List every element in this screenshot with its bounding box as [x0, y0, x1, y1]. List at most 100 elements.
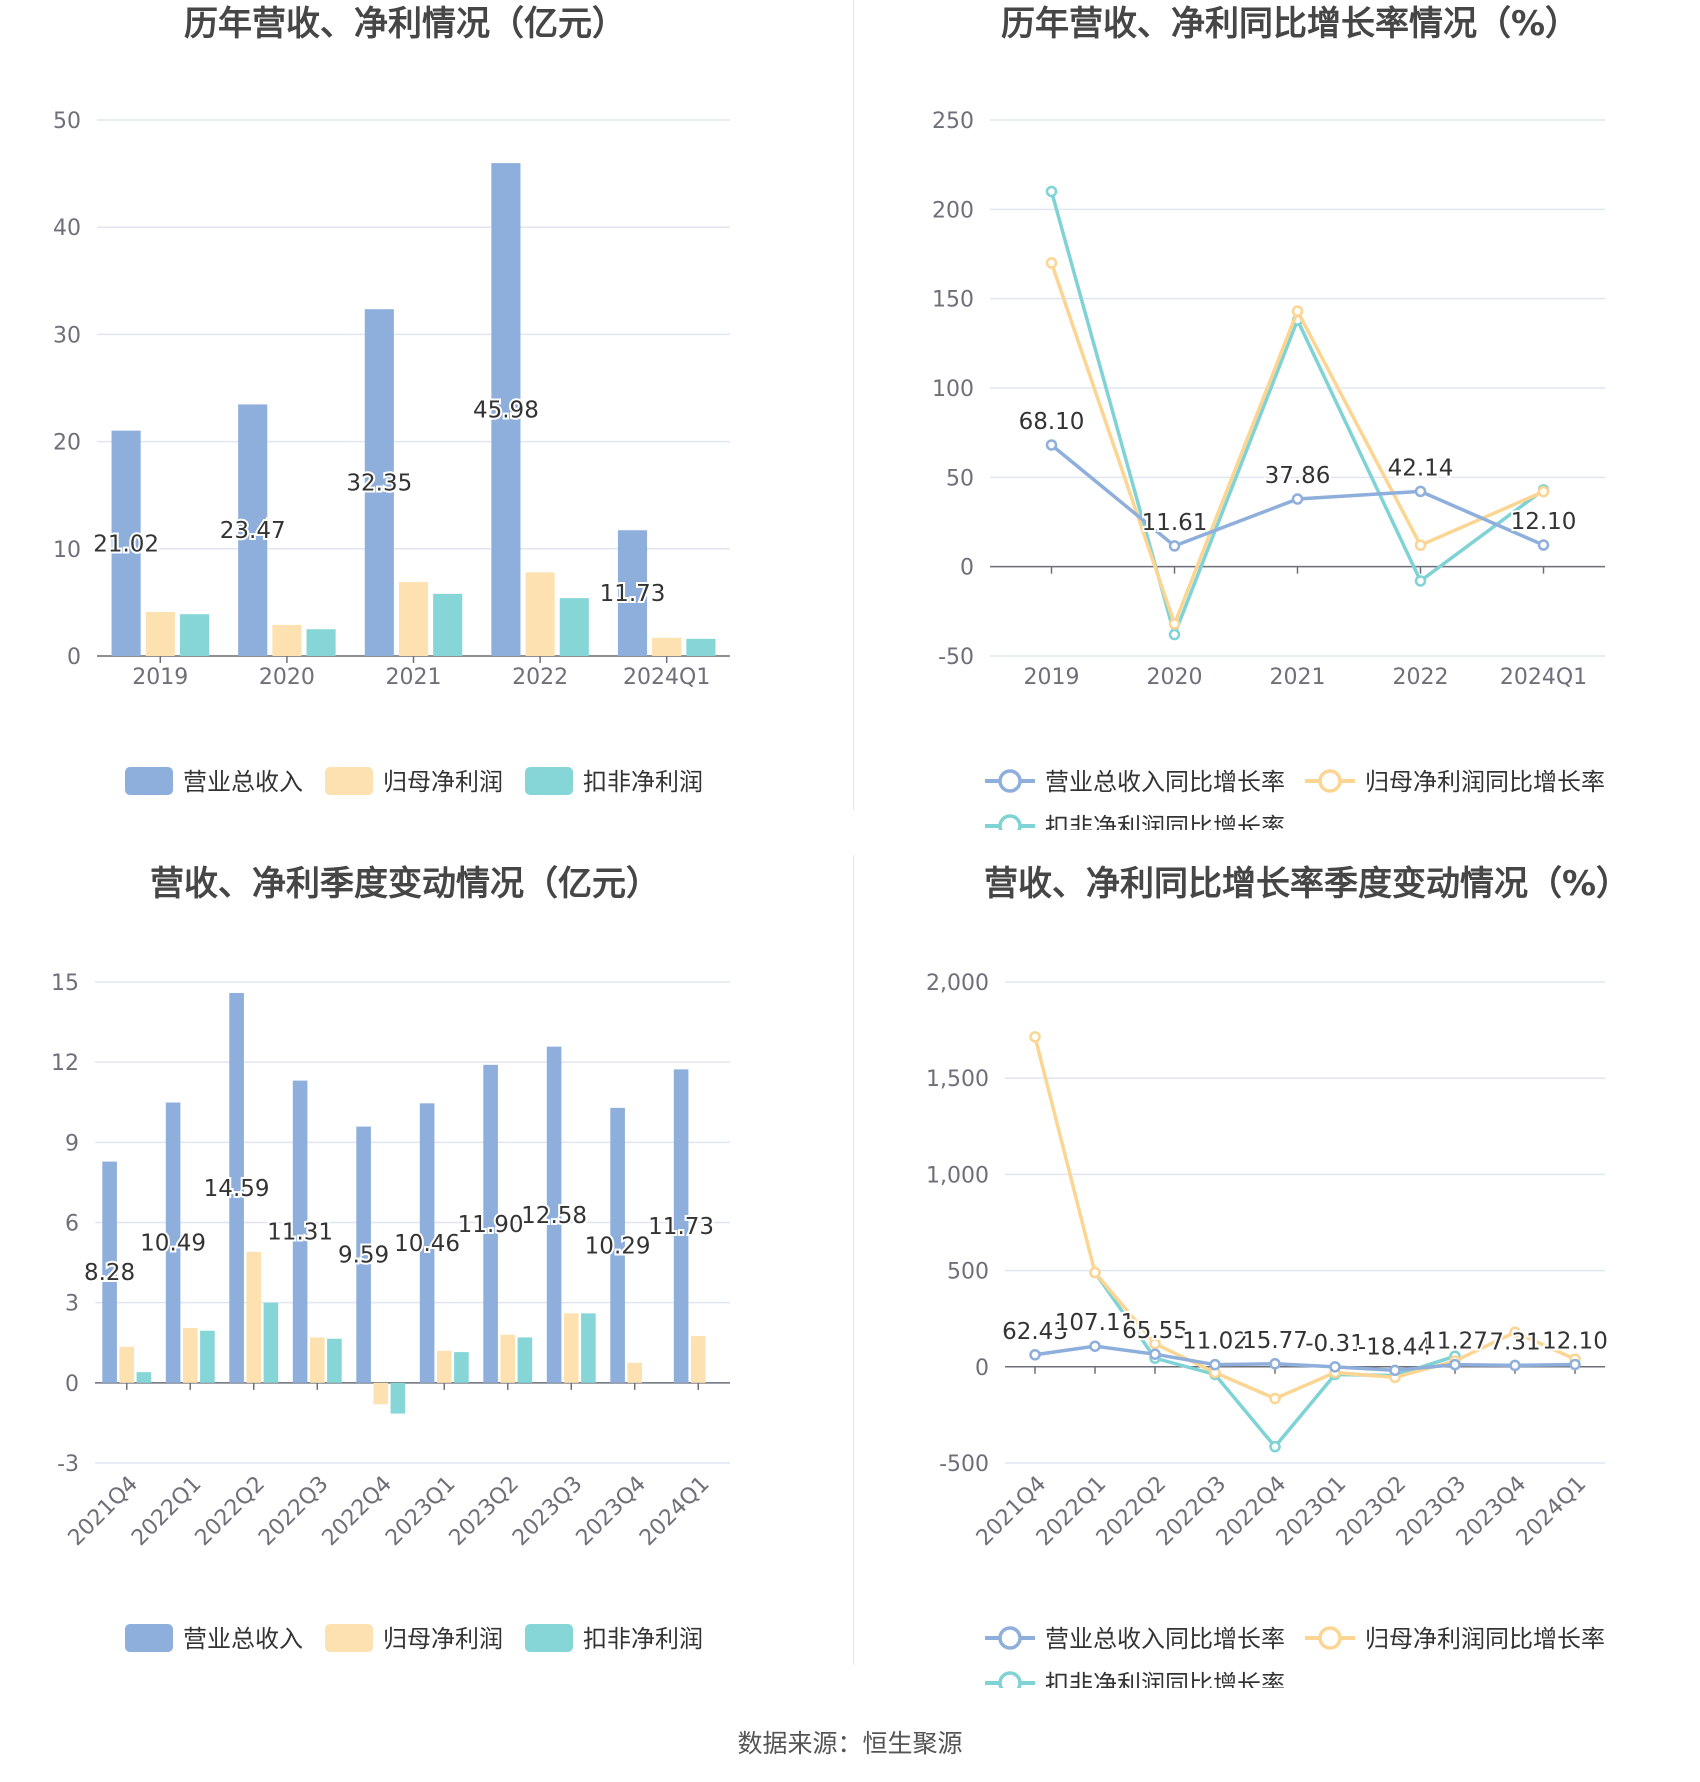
y-tick-label: 100 [932, 377, 974, 402]
bar-net-profit [373, 1382, 389, 1405]
data-point-revenue-growth [1389, 1364, 1401, 1377]
chart-title: 营收、净利季度变动情况（亿元） [150, 864, 660, 904]
legend-label: 营业总收入同比增长率 [1045, 768, 1285, 796]
data-point-net-profit-growth [1414, 539, 1427, 551]
bar-deducted-profit [306, 629, 336, 656]
bar-revenue [673, 1069, 689, 1383]
line-data-label: 11.02 [1182, 1329, 1248, 1355]
y-tick-label: -3 [57, 1452, 79, 1477]
x-tick-label: 2023Q4 [572, 1472, 651, 1551]
data-point-revenue-growth [1414, 485, 1427, 498]
x-tick-label: 2024Q1 [623, 665, 710, 690]
legend-marker [998, 1671, 1022, 1688]
y-tick-label: 50 [53, 109, 81, 134]
y-tick-label: 150 [932, 288, 974, 313]
bar-revenue [610, 1107, 625, 1383]
bar-revenue [491, 163, 521, 656]
bar-data-label: 12.58 [521, 1203, 587, 1229]
x-tick-label: 2022 [512, 665, 568, 690]
x-tick-label: 2020 [259, 665, 315, 690]
y-tick-label: 30 [53, 323, 81, 348]
legend-label: 扣非净利润同比增长率 [1045, 813, 1285, 830]
bar-data-label: 11.90 [458, 1212, 524, 1238]
x-tick-label: 2023Q1 [381, 1472, 460, 1551]
series-line-revenue-growth [1034, 1344, 1576, 1373]
line-data-label: 62.43 [1002, 1319, 1068, 1345]
bar-data-label: 14.59 [204, 1176, 270, 1202]
line-data-label: 15.77 [1242, 1328, 1308, 1354]
chart-title: 营收、净利同比增长率季度变动情况（%） [984, 864, 1630, 904]
line-data-label: 12.10 [1542, 1328, 1608, 1354]
line-data-label: 11.27 [1422, 1329, 1488, 1355]
y-tick-label: 500 [947, 1260, 989, 1285]
legend-label: 归母净利润 [383, 1625, 503, 1653]
legend-swatch-net-profit [325, 1624, 373, 1652]
bar-data-label: 11.31 [267, 1220, 333, 1246]
bar-deducted-profit [327, 1338, 342, 1383]
bar-data-label: 11.73 [648, 1214, 714, 1240]
bar-data-label: 10.49 [140, 1231, 206, 1257]
y-tick-label: 15 [51, 971, 79, 996]
legend-marker [998, 769, 1022, 793]
bar-revenue [483, 1064, 498, 1383]
y-tick-label: 9 [65, 1131, 79, 1156]
y-tick-label: 200 [932, 198, 974, 223]
legend-label: 营业总收入同比增长率 [1045, 1625, 1285, 1653]
legend-label: 归母净利润同比增长率 [1365, 1625, 1605, 1653]
bar-revenue [364, 309, 394, 656]
x-tick-label: 2023Q3 [508, 1472, 587, 1551]
x-tick-label: 2022 [1393, 665, 1449, 690]
legend-label: 扣非净利润 [583, 1625, 703, 1653]
x-tick-label: 2021 [386, 665, 442, 690]
bar-deducted-profit [433, 593, 463, 656]
bar-net-profit [436, 1350, 452, 1383]
bar-data-label: 9.59 [338, 1243, 389, 1269]
bar-net-profit [309, 1337, 325, 1383]
annual-revenue-profit-chart: 历年营收、净利情况（亿元） 0 10 20 30 40 50 2019 2020 2021 2022… [53, 4, 730, 796]
legend-marker [1318, 769, 1342, 793]
y-tick-label: 2,000 [926, 971, 989, 996]
y-tick-label: -50 [938, 645, 974, 670]
bar-deducted-profit [517, 1337, 533, 1383]
quarterly-growth-rate-chart: 营收、净利同比增长率季度变动情况（%） -500 0 500 1,000 1,500 2,0… [926, 864, 1630, 1688]
y-tick-label: 10 [53, 538, 81, 563]
legend-swatch-net-profit [325, 767, 373, 795]
quarterly-revenue-profit-chart: 营收、净利季度变动情况（亿元）-3036912152021Q42022Q1202… [51, 864, 730, 1653]
x-tick-label: 2020 [1147, 665, 1203, 690]
bar-data-label: 11.73 [600, 581, 666, 607]
legend-label: 归母净利润 [383, 768, 503, 796]
line-data-label: 11.61 [1142, 510, 1208, 536]
data-point-net-profit-growth [1149, 1337, 1161, 1350]
data-point-net-profit-growth [1045, 257, 1058, 269]
bar-net-profit [563, 1313, 579, 1383]
x-tick-label: 2022Q3 [254, 1472, 333, 1551]
bar-deducted-profit [559, 598, 589, 656]
legend-marker [998, 814, 1022, 830]
y-tick-label: 50 [946, 466, 974, 491]
y-tick-label: 0 [960, 556, 974, 581]
bar-data-label: 32.35 [346, 471, 412, 497]
bar-data-label: 10.29 [585, 1233, 651, 1259]
data-point-revenue-growth [1045, 439, 1058, 451]
x-tick-label: 2024Q1 [635, 1472, 714, 1551]
y-tick-label: 20 [53, 431, 81, 456]
bar-net-profit [119, 1346, 135, 1383]
bar-revenue [617, 530, 648, 656]
vertical-divider-top [853, 0, 854, 810]
bar-revenue [419, 1103, 435, 1383]
bar-data-label: 10.46 [394, 1231, 460, 1257]
bar-net-profit [182, 1328, 198, 1383]
chart-title: 历年营收、净利同比增长率情况（%） [1001, 4, 1579, 44]
y-tick-label: 1,000 [926, 1163, 989, 1188]
data-point-revenue-growth [1329, 1361, 1341, 1373]
bar-revenue [165, 1102, 181, 1383]
bar-deducted-profit [200, 1330, 215, 1383]
data-point-revenue-growth [1509, 1359, 1521, 1372]
data-point-deducted-growth [1045, 185, 1058, 198]
data-point-revenue-growth [1168, 540, 1181, 552]
data-point-revenue-growth [1209, 1358, 1221, 1371]
bar-data-label: 45.98 [473, 398, 539, 424]
y-tick-label: 3 [65, 1292, 79, 1317]
bar-revenue [292, 1080, 308, 1383]
bar-data-label: 23.47 [220, 518, 286, 544]
